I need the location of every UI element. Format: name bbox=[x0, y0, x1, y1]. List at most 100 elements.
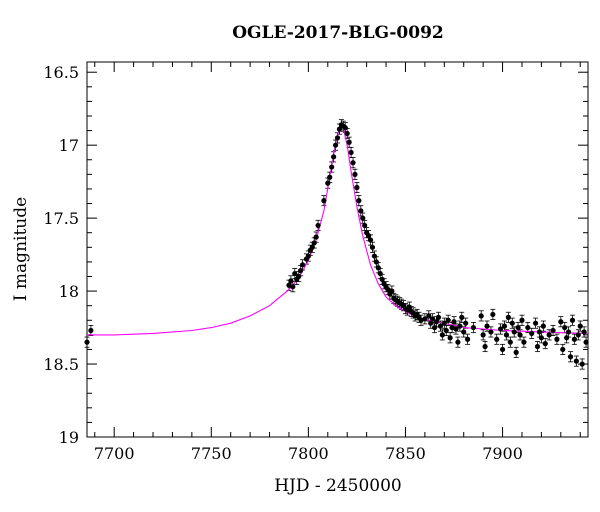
plot-area: 7700 7750 7800 7850 7900 16.5 17 17.5 18 18.5 19 bbox=[43, 61, 589, 463]
data-point bbox=[573, 358, 579, 364]
tick-labels: 7700 7750 7800 7850 7900 16.5 17 17.5 18 18.5 19 bbox=[43, 63, 523, 463]
x-tick-label: 7850 bbox=[385, 444, 426, 463]
data-point bbox=[379, 276, 385, 283]
data-point bbox=[332, 142, 339, 148]
data-point bbox=[371, 253, 377, 259]
data-point bbox=[342, 125, 348, 131]
data-point bbox=[373, 259, 379, 265]
data-point bbox=[579, 361, 585, 367]
data-point bbox=[439, 332, 445, 338]
data-point bbox=[428, 320, 434, 326]
data-point bbox=[430, 316, 436, 322]
data-point bbox=[542, 341, 548, 347]
data-point bbox=[564, 335, 570, 341]
x-axis-label: HJD - 2450000 bbox=[274, 476, 402, 496]
data-point bbox=[484, 323, 490, 329]
data-point bbox=[536, 329, 543, 335]
data-point bbox=[511, 329, 517, 335]
data-point bbox=[375, 265, 381, 271]
data-point bbox=[331, 154, 337, 160]
data-point bbox=[480, 332, 486, 338]
axis-ticks bbox=[87, 62, 588, 438]
data-point bbox=[519, 317, 525, 323]
data-point bbox=[321, 198, 327, 204]
data-point bbox=[367, 237, 374, 243]
data-point bbox=[422, 316, 428, 322]
data-point bbox=[498, 326, 504, 332]
data-point bbox=[433, 319, 440, 325]
data-point bbox=[350, 160, 356, 166]
data-point bbox=[505, 314, 511, 320]
data-point bbox=[447, 335, 453, 341]
data-point bbox=[577, 323, 583, 329]
data-point bbox=[288, 278, 294, 284]
data-point bbox=[499, 346, 506, 353]
data-point bbox=[457, 323, 463, 329]
y-tick-label: 18.5 bbox=[43, 355, 79, 374]
data-point bbox=[362, 222, 368, 229]
data-point bbox=[581, 329, 587, 335]
data-point bbox=[358, 208, 364, 214]
data-point bbox=[329, 164, 335, 170]
data-point bbox=[560, 346, 566, 353]
data-point bbox=[360, 215, 366, 221]
data-point bbox=[311, 240, 317, 246]
data-point bbox=[521, 339, 527, 345]
data-point bbox=[534, 343, 541, 350]
y-tick-label: 17 bbox=[59, 136, 79, 155]
x-tick-label: 7750 bbox=[191, 444, 232, 463]
plot-frame bbox=[86, 61, 589, 438]
data-point bbox=[356, 198, 362, 204]
data-point bbox=[501, 323, 508, 329]
data-point bbox=[437, 323, 444, 329]
data-point bbox=[445, 317, 451, 323]
data-point bbox=[558, 319, 564, 325]
data-point bbox=[313, 234, 319, 240]
data-point bbox=[88, 327, 94, 334]
data-point bbox=[327, 174, 333, 180]
data-point bbox=[389, 288, 395, 294]
y-tick-label: 16.5 bbox=[43, 63, 79, 82]
data-point bbox=[296, 273, 302, 280]
model-curve bbox=[87, 123, 589, 336]
data-point bbox=[451, 319, 457, 325]
data-point bbox=[344, 130, 350, 137]
data-point bbox=[84, 339, 90, 345]
data-point bbox=[529, 330, 535, 337]
data-point bbox=[406, 304, 412, 310]
data-point bbox=[507, 339, 513, 345]
data-points bbox=[84, 122, 589, 367]
data-point bbox=[459, 314, 465, 320]
data-point bbox=[565, 329, 572, 335]
data-point bbox=[298, 268, 304, 274]
data-point bbox=[490, 311, 496, 318]
data-point bbox=[336, 126, 343, 132]
data-point bbox=[569, 317, 576, 323]
data-point bbox=[515, 324, 521, 331]
data-point bbox=[305, 253, 311, 259]
data-point bbox=[583, 339, 589, 345]
data-point bbox=[334, 135, 341, 141]
data-point bbox=[478, 313, 484, 319]
data-point bbox=[513, 349, 519, 355]
data-point bbox=[348, 149, 354, 156]
data-point bbox=[435, 314, 442, 320]
data-point bbox=[365, 233, 372, 239]
data-point bbox=[470, 324, 477, 331]
data-point bbox=[441, 320, 447, 326]
data-point bbox=[299, 262, 306, 268]
data-point bbox=[346, 139, 352, 145]
data-point bbox=[354, 184, 360, 191]
data-point bbox=[443, 327, 449, 334]
data-point bbox=[538, 335, 544, 341]
chart-title: OGLE-2017-BLG-0092 bbox=[232, 23, 444, 43]
data-point bbox=[554, 336, 560, 342]
data-point bbox=[550, 327, 556, 334]
data-point bbox=[352, 171, 358, 177]
data-point bbox=[325, 180, 331, 186]
data-point bbox=[369, 244, 376, 250]
data-point bbox=[309, 244, 315, 250]
data-point bbox=[461, 329, 467, 335]
data-point bbox=[546, 332, 552, 338]
data-point bbox=[525, 324, 531, 331]
